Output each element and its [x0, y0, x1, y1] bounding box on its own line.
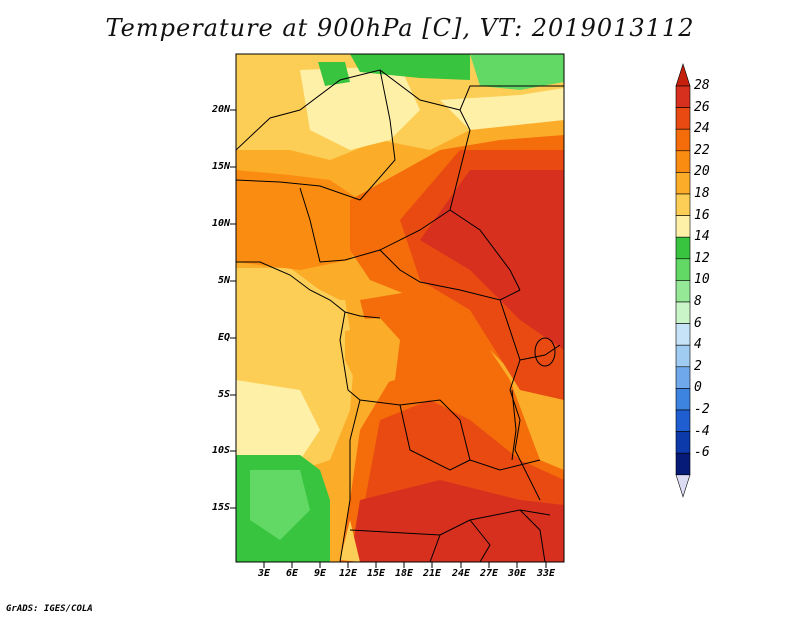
- colorbar-swatch: [675, 258, 691, 281]
- colorbar-label: 18: [694, 186, 710, 201]
- x-label-3e: 3E: [257, 568, 271, 579]
- colorbar-swatch: [675, 388, 691, 411]
- colorbar-label: -2: [694, 402, 710, 417]
- colorbar-swatch: [675, 172, 691, 195]
- colorbar-label: 16: [694, 207, 710, 223]
- colorbar-label: -4: [694, 423, 710, 439]
- x-ticks: [263, 562, 547, 568]
- map-title: Temperature at 900hPa [C], VT: 201901311…: [105, 14, 695, 42]
- x-label-33e: 33E: [536, 568, 556, 579]
- country-borders: [236, 69, 564, 562]
- colorbar-label: 4: [694, 337, 702, 353]
- credit-text: GrADS: IGES/COLA: [6, 604, 93, 614]
- colorbar-swatch: [675, 193, 691, 216]
- colorbar-bottom-arrow: [675, 474, 691, 498]
- x-label-6e: 6E: [285, 568, 299, 579]
- y-label-5s: 5S: [217, 389, 230, 400]
- x-label-30e: 30E: [507, 568, 527, 579]
- colorbar-label: 12: [694, 250, 710, 266]
- colorbar-swatch: [675, 323, 691, 346]
- colorbar-label: 20: [694, 164, 710, 180]
- colorbar-label: 10: [694, 272, 710, 288]
- y-label-15n: 15N: [211, 161, 230, 172]
- y-label-5n: 5N: [217, 275, 230, 286]
- colorbar-label: 0: [694, 380, 702, 396]
- colorbar-swatch: [675, 301, 691, 324]
- temperature-field: [236, 54, 564, 562]
- colorbar-label: -6: [694, 445, 710, 461]
- colorbar-label: 26: [694, 99, 710, 115]
- colorbar-swatch: [675, 215, 691, 238]
- colorbar-swatch: [675, 236, 691, 260]
- colorbar-swatch: [675, 280, 691, 303]
- lakes: [511, 337, 556, 461]
- x-label-27e: 27E: [479, 568, 499, 579]
- plot-frame: [235, 53, 565, 563]
- colorbar-swatch: [675, 107, 691, 130]
- x-label-15e: 15E: [366, 568, 386, 579]
- y-label-15s: 15S: [211, 502, 230, 513]
- colorbar-swatch: [675, 452, 691, 476]
- y-label-20n: 20N: [211, 104, 230, 115]
- colorbar-swatch: [675, 366, 691, 389]
- x-label-18e: 18E: [394, 568, 414, 579]
- colorbar: [675, 63, 691, 498]
- colorbar-label: 6: [694, 315, 702, 331]
- colorbar-swatch: [675, 85, 691, 108]
- colorbar-swatch: [675, 344, 691, 368]
- y-label-10s: 10S: [211, 445, 230, 456]
- colorbar-label: 24: [694, 121, 710, 137]
- x-label-21e: 21E: [422, 568, 442, 579]
- colorbar-label: 8: [694, 294, 702, 309]
- y-label-eq: EQ: [217, 332, 230, 343]
- colorbar-top-arrow: [675, 63, 691, 87]
- y-label-10n: 10N: [211, 218, 230, 229]
- x-label-24e: 24E: [451, 568, 471, 579]
- x-label-12e: 12E: [338, 568, 358, 579]
- colorbar-swatch: [675, 128, 691, 152]
- colorbar-label: 22: [694, 142, 710, 158]
- x-label-9e: 9E: [313, 568, 327, 579]
- y-ticks: [230, 109, 236, 509]
- colorbar-label: 14: [694, 229, 710, 245]
- colorbar-label: 2: [694, 358, 702, 374]
- colorbar-swatch: [675, 150, 691, 173]
- colorbar-swatch: [675, 431, 691, 454]
- colorbar-swatch: [675, 409, 691, 432]
- colorbar-label: 28: [694, 78, 710, 93]
